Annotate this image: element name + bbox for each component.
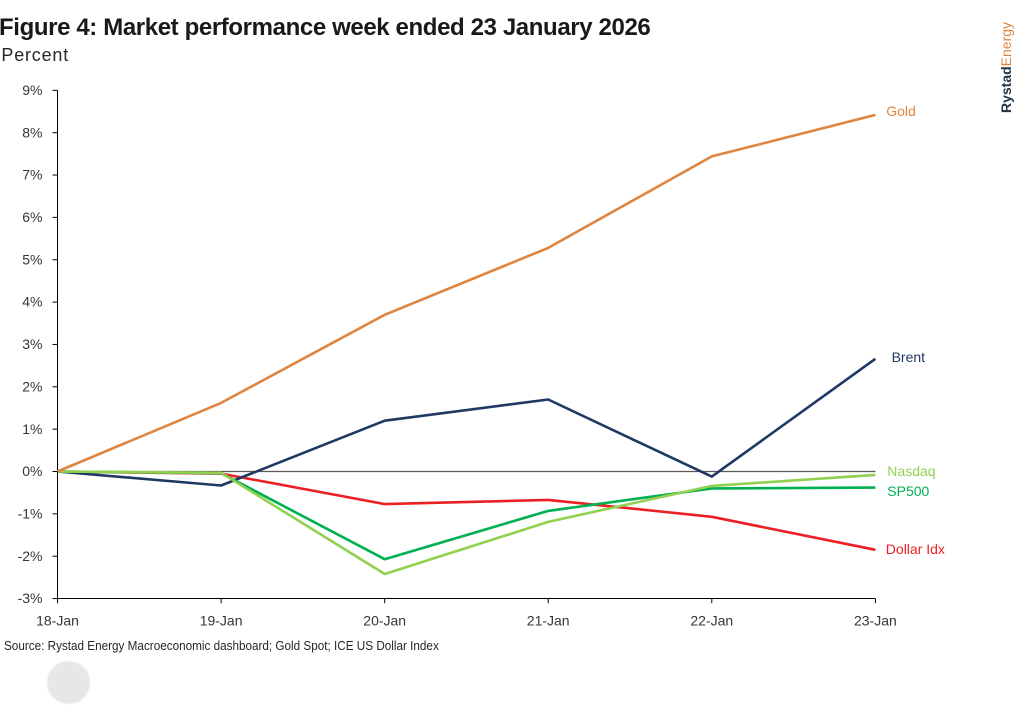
svg-text:Gold: Gold <box>886 103 916 119</box>
svg-text:6%: 6% <box>22 209 42 225</box>
svg-text:Dollar Idx: Dollar Idx <box>886 541 945 557</box>
svg-text:-2%: -2% <box>18 548 43 564</box>
svg-text:-1%: -1% <box>18 505 43 521</box>
svg-text:9%: 9% <box>22 82 42 98</box>
svg-text:Brent: Brent <box>892 349 926 365</box>
svg-text:SP500: SP500 <box>887 483 929 499</box>
svg-text:8%: 8% <box>22 124 42 140</box>
svg-text:19-Jan: 19-Jan <box>200 612 243 628</box>
svg-text:22-Jan: 22-Jan <box>690 612 733 628</box>
svg-text:2%: 2% <box>22 378 42 394</box>
svg-text:21-Jan: 21-Jan <box>527 612 570 628</box>
svg-text:-3%: -3% <box>18 590 43 606</box>
svg-text:23-Jan: 23-Jan <box>854 612 897 628</box>
svg-text:Nasdaq: Nasdaq <box>887 463 935 479</box>
svg-text:4%: 4% <box>22 294 42 310</box>
svg-text:5%: 5% <box>22 251 42 267</box>
svg-text:18-Jan: 18-Jan <box>36 612 79 628</box>
svg-text:7%: 7% <box>22 167 42 183</box>
svg-text:1%: 1% <box>22 421 42 437</box>
svg-text:3%: 3% <box>22 336 42 352</box>
svg-text:0%: 0% <box>22 463 42 479</box>
svg-text:20-Jan: 20-Jan <box>363 612 406 628</box>
